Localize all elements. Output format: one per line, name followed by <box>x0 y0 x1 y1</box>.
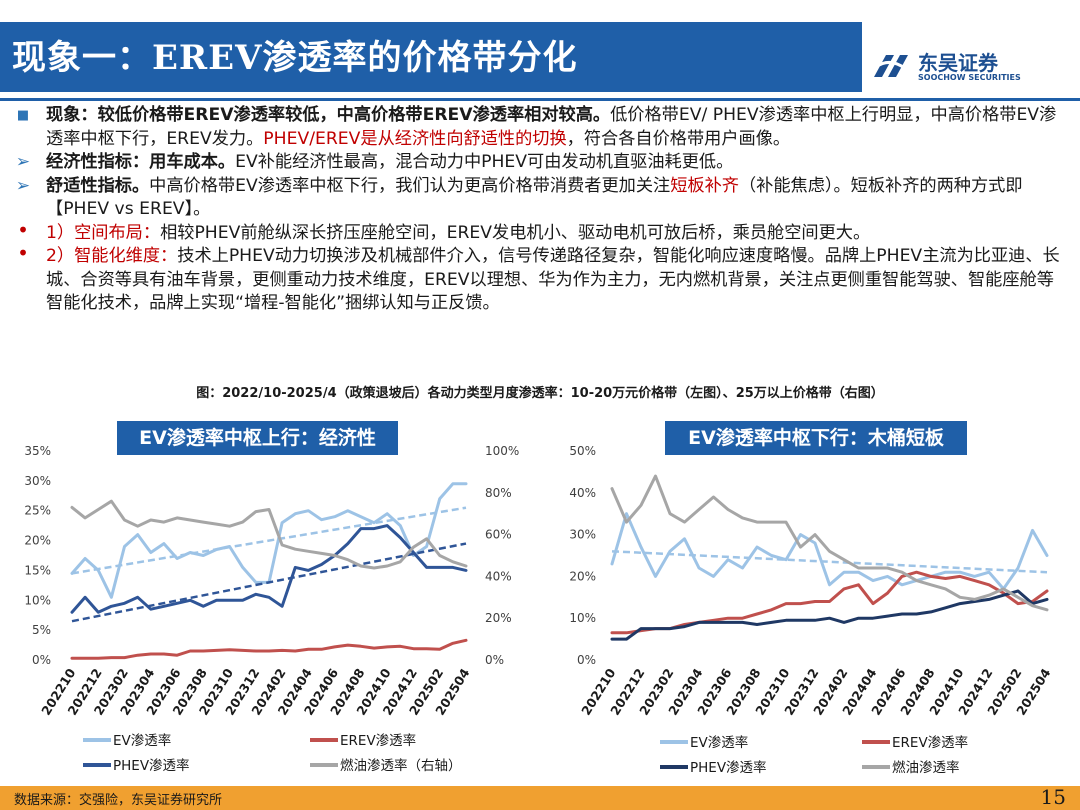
title-bar: 现象一：EREV渗透率的价格带分化 <box>0 22 862 92</box>
paragraph-intelligence: • 2）智能化维度：技术上PHEV动力切换涉及机械部件介入，信号传递路径复杂，智… <box>10 241 1070 316</box>
series-line <box>610 474 1049 612</box>
footer-bar: 数据来源：交强险，东吴证券研究所 15 <box>0 785 1080 810</box>
logo-icon <box>874 55 908 77</box>
page-number: 15 <box>1040 785 1066 809</box>
charts-canvas: 0% 5% 10% 15% 20% 25% 30% 35% 0% 20% 40% 60% 80% 100%… <box>24 444 1053 776</box>
legend-label: EREV渗透率 <box>340 732 416 749</box>
y-left-tick-label: 20% <box>569 569 596 583</box>
header-rule <box>0 98 1080 101</box>
trend-line <box>611 550 1048 574</box>
economy-lead: 经济性指标：用车成本。 <box>46 152 236 172</box>
series-line <box>70 638 468 660</box>
phenomenon-tail: ，符合各自价格带用户画像。 <box>566 128 791 149</box>
left-chart-title: EV渗透率中枢上行：经济性 <box>117 421 398 455</box>
company-logo: 东吴证券 SOOCHOW SECURITIES <box>870 45 1050 89</box>
paragraph-economy: ➢ 经济性指标：用车成本。EV补能经济性最高，混合动力中PHEV可由发动机直驱油… <box>10 151 1070 175</box>
series-line <box>70 524 468 614</box>
y-left-tick-label: 20% <box>24 534 51 548</box>
legend-label: PHEV渗透率 <box>113 757 190 774</box>
y-right-tick-label: 20% <box>485 611 512 625</box>
series-line <box>610 570 1049 635</box>
legend-label: EREV渗透率 <box>892 734 968 751</box>
y-right-tick-label: 60% <box>485 528 512 542</box>
data-source: 数据来源：交强险，东吴证券研究所 <box>14 793 223 808</box>
space-text: 相较PHEV前舱纵深长挤压座舱空间，EREV发电机小、驱动电机可放后桥，乘员舱空… <box>160 222 871 243</box>
comfort-lead: 舒适性指标。 <box>46 175 150 196</box>
phenomenon-highlight: PHEV/EREV是从经济性向舒适性的切换 <box>263 128 567 149</box>
legend-label: 燃油渗透率（右轴） <box>340 757 462 774</box>
dot-bullet-icon: • <box>17 217 29 242</box>
right-chart-title: EV渗透率中枢下行：木桶短板 <box>665 421 967 455</box>
legend-label: 燃油渗透率 <box>892 759 960 776</box>
comfort-tail: （补能焦虑）。短板补齐的两种方式即【PHEV vs EREV】。 <box>46 175 1023 220</box>
figure-caption: 图：2022/10-2025/4（政策退坡后）各动力类型月度渗透率：10-20万… <box>196 386 884 401</box>
y-left-tick-label: 0% <box>577 653 596 667</box>
y-left-tick-label: 5% <box>32 623 51 637</box>
comfort-highlight: 短板补齐 <box>670 175 739 196</box>
y-left-tick-label: 15% <box>24 563 51 577</box>
legend-label: EV渗透率 <box>690 734 748 751</box>
legend-label: EV渗透率 <box>113 732 171 749</box>
phenomenon-text: 低价格带EV/ PHEV渗透率中枢上行明显，中高价格带EV渗透率中枢下行，ERE… <box>46 105 1057 149</box>
arrow-bullet-icon: ➢ <box>15 152 31 172</box>
intelligence-lead: 2）智能化维度： <box>46 246 178 266</box>
series-line <box>610 512 1049 591</box>
economy-text: EV补能经济性最高，混合动力中PHEV可由发动机直驱油耗更低。 <box>235 152 734 172</box>
page-title: 现象一：EREV渗透率的价格带分化 <box>12 38 578 78</box>
dot-bullet-icon: • <box>17 241 29 265</box>
paragraph-space: • 1）空间布局：相较PHEV前舱纵深长挤压座舱空间，EREV发电机小、驱动电机… <box>10 217 1070 246</box>
y-right-tick-label: 80% <box>485 486 512 500</box>
phenomenon-lead: 现象：较低价格带EREV渗透率较低，中高价格带EREV渗透率相对较高。 <box>46 105 611 125</box>
y-left-tick-label: 0% <box>32 653 51 667</box>
y-left-tick-label: 40% <box>569 486 596 500</box>
y-left-tick-label: 35% <box>24 444 51 458</box>
trend-line <box>71 506 467 575</box>
square-bullet-icon: ■ <box>16 108 30 123</box>
arrow-bullet-icon: ➢ <box>15 175 31 196</box>
series-line <box>70 499 468 570</box>
y-left-tick-label: 30% <box>24 474 51 488</box>
y-left-tick-label: 25% <box>24 504 51 518</box>
logo-subtitle: SOOCHOW SECURITIES <box>918 73 1021 82</box>
intelligence-text: 技术上PHEV动力切换涉及机械部件介入，信号传递路径复杂，智能化响应速度略慢。品… <box>46 246 1060 313</box>
paragraph-phenomenon: ■ 现象：较低价格带EREV渗透率较低，中高价格带EREV渗透率相对较高。低价格… <box>10 104 1070 151</box>
y-right-tick-label: 0% <box>485 653 504 667</box>
y-left-tick-label: 10% <box>24 593 51 607</box>
series-line <box>610 589 1049 641</box>
space-lead: 1）空间布局： <box>46 222 161 243</box>
y-right-tick-label: 40% <box>485 569 512 583</box>
legend-label: PHEV渗透率 <box>690 759 767 776</box>
y-right-tick-label: 100% <box>485 444 519 458</box>
body-text: ■ 现象：较低价格带EREV渗透率较低，中高价格带EREV渗透率相对较高。低价格… <box>10 104 1070 316</box>
comfort-text: 中高价格带EV渗透率中枢下行，我们认为更高价格带消费者更加关注 <box>149 175 671 196</box>
y-left-tick-label: 50% <box>569 444 596 458</box>
paragraph-comfort: ➢ 舒适性指标。中高价格带EV渗透率中枢下行，我们认为更高价格带消费者更加关注短… <box>10 175 1070 222</box>
logo-name: 东吴证券 <box>918 51 998 75</box>
trend-line <box>71 542 467 623</box>
y-left-tick-label: 10% <box>569 611 596 625</box>
y-left-tick-label: 30% <box>569 528 596 542</box>
